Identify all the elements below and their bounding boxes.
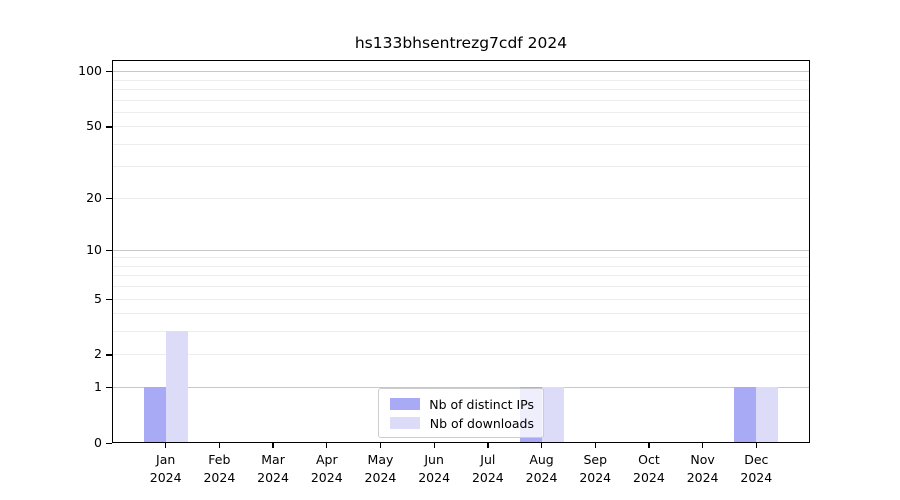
gridline-minor: [112, 99, 810, 101]
x-tick-mark: [540, 443, 543, 448]
legend-swatch-distinct-ips: [390, 398, 420, 410]
x-tick-mark: [594, 443, 596, 448]
legend-item: Nb of downloads: [390, 414, 534, 432]
x-tick-label: Feb 2024: [203, 452, 236, 485]
y-tick-label: 1: [94, 379, 102, 395]
gridline-minor: [112, 275, 810, 277]
x-tick-label: Mar 2024: [257, 452, 289, 485]
x-tick-label: Jan 2024: [149, 452, 182, 485]
x-tick-mark: [218, 443, 221, 448]
x-tick-mark: [165, 443, 167, 448]
gridline-minor: [112, 286, 810, 288]
legend-item-label: Nb of downloads: [429, 415, 534, 431]
gridline-minor: [112, 111, 810, 113]
y-tick-mark: [106, 71, 112, 73]
x-tick-mark: [272, 443, 274, 448]
y-tick-mark: [106, 126, 112, 128]
gridline-major: [112, 71, 810, 73]
bar-distinct-ips: [143, 387, 166, 443]
y-tick-label: 100: [78, 63, 102, 79]
gridline-minor: [112, 166, 810, 168]
y-tick-mark: [106, 387, 112, 389]
legend-swatch-downloads: [390, 417, 420, 429]
x-tick-mark: [755, 443, 757, 448]
legend-item: Nb of distinct IPs: [390, 395, 534, 413]
x-tick-label: May 2024: [364, 452, 397, 485]
x-tick-label: Apr 2024: [310, 452, 343, 485]
y-tick-label: 0: [94, 435, 102, 450]
x-tick-label: Nov 2024: [686, 452, 719, 485]
y-tick-label: 10: [86, 241, 102, 257]
bar-downloads: [541, 387, 564, 443]
gridline-minor: [112, 298, 810, 300]
x-tick-label: Sep 2024: [579, 452, 612, 485]
y-tick-mark: [106, 354, 112, 356]
bar-downloads: [756, 387, 779, 443]
y-tick-mark: [106, 249, 112, 252]
x-tick-label: Aug 2024: [525, 452, 558, 485]
gridline-minor: [112, 354, 810, 356]
gridline-minor: [112, 126, 810, 128]
gridline-minor: [112, 197, 810, 199]
gridline-minor: [112, 331, 810, 333]
legend-item-label: Nb of distinct IPs: [429, 396, 534, 412]
x-tick-label: Jun 2024: [418, 452, 451, 485]
x-tick-label: Dec 2024: [740, 452, 773, 485]
gridline-minor: [112, 265, 810, 267]
gridline-minor: [112, 257, 810, 259]
gridline-major: [112, 249, 810, 251]
y-tick-mark: [106, 197, 112, 199]
x-tick-mark: [487, 443, 489, 448]
x-tick-mark: [379, 443, 382, 448]
x-tick-label: Oct 2024: [633, 452, 665, 485]
x-tick-label: Jul 2024: [471, 452, 504, 485]
legend: Nb of distinct IPs Nb of downloads: [378, 388, 544, 438]
y-tick-mark: [106, 443, 112, 445]
gridline-major: [112, 387, 810, 389]
x-tick-mark: [326, 443, 328, 448]
gridline-minor: [112, 313, 810, 315]
bar-downloads: [165, 331, 188, 443]
x-tick-mark: [648, 443, 650, 448]
plot-area: [112, 60, 810, 443]
gridline-minor: [112, 79, 810, 81]
gridline-minor: [112, 143, 810, 145]
y-tick-label: 50: [86, 118, 102, 134]
y-tick-label: 20: [86, 189, 102, 205]
bar-distinct-ips: [734, 387, 757, 443]
chart-title: hs133bhsentrezg7cdf 2024: [354, 34, 568, 52]
y-tick-label: 2: [94, 346, 102, 362]
x-tick-mark: [702, 443, 704, 448]
y-tick-mark: [106, 298, 112, 300]
y-tick-label: 5: [94, 290, 102, 306]
gridline-minor: [112, 88, 810, 90]
x-tick-mark: [433, 443, 435, 448]
